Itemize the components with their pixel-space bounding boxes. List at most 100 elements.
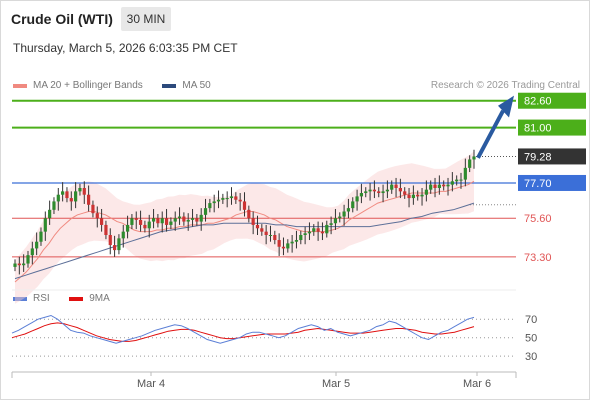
- candle-body: [117, 238, 121, 251]
- level-tag-82.60: [518, 92, 586, 109]
- candle-body: [186, 219, 190, 222]
- level-tag-77.70: [518, 174, 586, 191]
- candle-body: [446, 184, 450, 187]
- candle-body: [281, 246, 286, 249]
- candle-body: [346, 208, 351, 212]
- candle-body: [294, 240, 299, 242]
- copyright-text: Research © 2026 Trading Central: [430, 80, 580, 91]
- level-label-77.70: 77.70: [524, 178, 552, 190]
- candle-body: [13, 263, 17, 267]
- candle-body: [416, 194, 420, 197]
- ma9-legend-swatch: [69, 296, 84, 301]
- level-label-82.60: 82.60: [524, 96, 552, 108]
- rsi-legend-swatch: [13, 296, 27, 301]
- candle-body: [299, 235, 303, 241]
- candle-body: [22, 263, 26, 266]
- bollinger-band: [15, 151, 474, 304]
- candle-body: [277, 240, 281, 247]
- ma9-legend-label: 9MA: [89, 293, 110, 304]
- candle-body: [377, 191, 381, 194]
- candle-body: [216, 199, 221, 202]
- candle-body: [43, 218, 47, 232]
- candle-body: [238, 199, 242, 202]
- ma50-line: [14, 202, 475, 280]
- candle-body: [130, 218, 134, 225]
- candle-body: [147, 221, 151, 229]
- candle-body: [69, 198, 73, 202]
- candle-body: [134, 218, 138, 220]
- candle-body: [255, 224, 260, 229]
- candle-body: [229, 196, 234, 199]
- candle-body: [65, 191, 69, 199]
- indicator-legend: MA 20 + Bollinger Bands MA 50: [13, 80, 211, 91]
- candle-body: [242, 201, 247, 210]
- candle-body: [74, 191, 78, 202]
- candle-body: [325, 224, 329, 234]
- candle-body: [364, 191, 368, 194]
- candle-body: [48, 209, 52, 219]
- candle-body: [372, 189, 377, 192]
- candle-body: [87, 194, 91, 205]
- candle-body: [221, 198, 225, 200]
- candle-body: [61, 191, 65, 195]
- rsi-level-label-70: 70: [525, 314, 537, 326]
- candle-body: [359, 193, 364, 197]
- candle-body: [398, 188, 402, 192]
- candle-body: [78, 188, 82, 192]
- candle-body: [394, 184, 398, 188]
- candle-body: [100, 218, 104, 225]
- candle-body: [104, 224, 108, 235]
- x-tick-label: Mar 4: [137, 378, 165, 390]
- candle-body: [268, 235, 273, 236]
- chart-datetime: Thursday, March 5, 2026 6:03:35 PM CET: [13, 41, 238, 55]
- candle-body: [437, 184, 441, 188]
- candle-body: [303, 233, 307, 235]
- level-tag-79.28: [518, 148, 586, 165]
- timeframe-button[interactable]: 30 MIN: [121, 7, 171, 31]
- ma50-legend-swatch: [162, 83, 177, 88]
- candle-body: [385, 189, 389, 192]
- rsi-legend: RSI 9MA: [13, 293, 110, 304]
- candle-body: [264, 231, 268, 235]
- candle-body: [199, 214, 203, 222]
- candle-body: [173, 218, 177, 222]
- candle-body: [35, 241, 39, 249]
- candle-body: [472, 156, 476, 160]
- candle-body: [260, 228, 264, 232]
- level-label-81.00: 81.00: [524, 123, 552, 135]
- candle-body: [203, 208, 208, 215]
- rsi-legend-label: RSI: [33, 293, 50, 304]
- candle-body: [429, 184, 433, 190]
- x-tick-label: Mar 6: [463, 378, 491, 390]
- candle-body: [143, 224, 147, 229]
- candle-body: [407, 194, 411, 199]
- candle-body: [403, 191, 407, 195]
- candle-body: [234, 196, 238, 200]
- candle-body: [56, 194, 60, 202]
- candle-body: [138, 219, 143, 225]
- candle-body: [329, 223, 333, 225]
- candle-body: [39, 231, 43, 242]
- candle-body: [355, 196, 359, 202]
- candle-body: [390, 184, 394, 190]
- candle-body: [338, 216, 342, 219]
- candle-body: [195, 218, 199, 222]
- candle-body: [26, 255, 30, 264]
- candle-body: [468, 159, 472, 168]
- candle-body: [125, 224, 130, 232]
- candle-body: [17, 263, 21, 266]
- candle-body: [151, 218, 156, 222]
- candle-body: [225, 198, 229, 200]
- candle-body: [169, 221, 173, 225]
- candle-body: [433, 184, 437, 188]
- candle-body: [30, 248, 34, 256]
- candle-body: [208, 203, 212, 209]
- candle-body: [307, 231, 312, 234]
- candle-body: [455, 179, 459, 182]
- candle-body: [381, 191, 385, 194]
- candle-body: [420, 194, 424, 197]
- candle-body: [312, 228, 316, 232]
- candle-body: [463, 167, 467, 180]
- candle-body: [91, 204, 95, 214]
